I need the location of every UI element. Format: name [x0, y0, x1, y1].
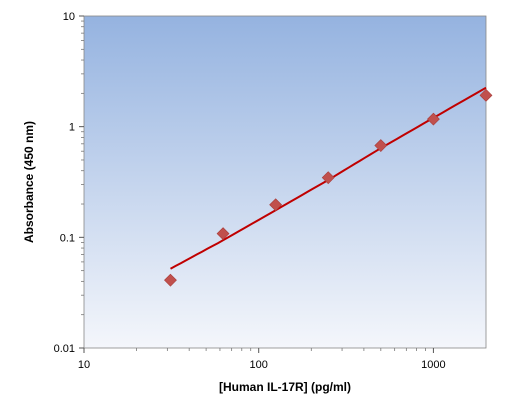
y-tick-label: 0.1 [60, 232, 75, 244]
y-tick-label: 0.01 [54, 343, 75, 355]
y-axis: 0.01 0.1 1 10 [54, 11, 84, 355]
plot-area [83, 15, 487, 349]
data-point [269, 198, 283, 212]
x-tick-label: 10 [78, 359, 90, 371]
x-tick-label: 100 [250, 359, 268, 371]
data-point [479, 88, 493, 102]
data-point [164, 273, 177, 287]
x-axis: 10 100 1000 [78, 348, 446, 371]
data-points-layer [164, 88, 493, 287]
x-axis-title: [Human IL-17R] (pg/ml) [219, 380, 351, 394]
x-tick-label: 1000 [421, 359, 445, 371]
y-tick-label: 10 [63, 11, 75, 23]
y-axis-title: Absorbance (450 nm) [22, 121, 36, 243]
data-point [374, 139, 388, 152]
data-point [426, 112, 440, 126]
data-point [216, 227, 230, 241]
y-tick-label: 1 [69, 122, 75, 134]
data-point [321, 171, 335, 185]
